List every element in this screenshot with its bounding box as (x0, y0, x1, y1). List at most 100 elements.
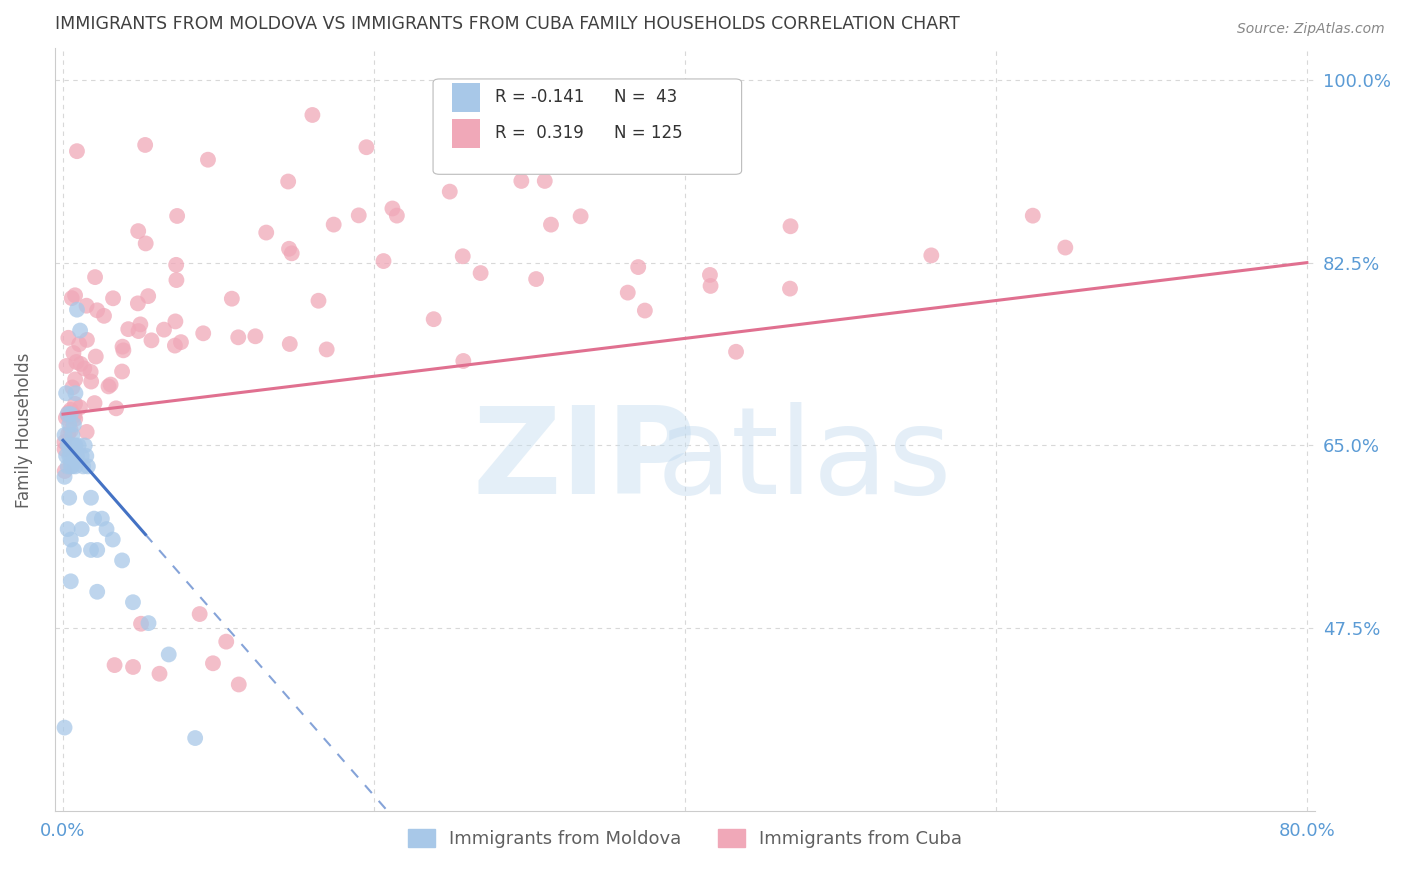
Point (453, 354, 475, 368)
Point (451, 249, 474, 263)
Point (80, 375, 103, 389)
Point (165, 273, 187, 287)
Point (56, 409, 79, 423)
Point (60, 428, 83, 442)
Point (59, 449, 82, 463)
Point (245, 329, 267, 343)
Point (165, 258, 187, 272)
Point (373, 254, 395, 268)
Point (86, 303, 108, 318)
Point (55, 386, 77, 401)
Point (308, 293, 330, 308)
Point (65, 355, 87, 369)
Point (422, 312, 444, 326)
Point (103, 658, 125, 673)
Point (228, 677, 250, 691)
Point (53, 470, 76, 484)
Point (111, 340, 134, 354)
Text: N = 125: N = 125 (614, 124, 683, 142)
Point (59, 533, 82, 547)
Point (136, 289, 159, 303)
Point (554, 129, 576, 144)
Point (59, 574, 82, 589)
Point (53, 435, 76, 450)
Point (101, 291, 124, 305)
Point (65, 438, 87, 452)
Point (540, 218, 562, 232)
Point (301, 108, 323, 122)
Text: atlas: atlas (657, 401, 952, 519)
Point (97, 379, 120, 393)
Point (627, 260, 650, 274)
Point (73, 361, 96, 376)
Point (153, 323, 176, 337)
Point (59, 424, 82, 438)
Point (58, 406, 80, 420)
Point (101, 533, 124, 547)
Point (53, 464, 76, 478)
Point (127, 224, 149, 238)
Point (221, 292, 243, 306)
Point (105, 401, 128, 416)
Text: ZIP: ZIP (472, 401, 696, 519)
Point (75, 449, 97, 463)
Point (83, 396, 105, 410)
Point (67, 438, 90, 452)
Point (616, 285, 638, 300)
Bar (451, 119, 479, 147)
Point (69, 324, 91, 338)
Point (122, 595, 145, 609)
Point (148, 666, 170, 681)
Point (134, 138, 156, 153)
Point (1054, 241, 1077, 255)
Point (141, 334, 163, 348)
Point (56, 427, 79, 442)
Point (86, 584, 108, 599)
Point (96, 522, 118, 536)
Point (58, 491, 80, 505)
Point (69, 401, 91, 415)
Point (63, 411, 86, 425)
Point (254, 226, 277, 240)
Point (60, 438, 83, 452)
Point (63, 397, 86, 411)
Point (80, 543, 103, 558)
Point (356, 140, 378, 154)
Point (278, 337, 301, 351)
Point (70, 449, 93, 463)
Point (59, 438, 82, 452)
Point (135, 236, 157, 251)
Point (67, 337, 90, 351)
Point (385, 209, 408, 223)
Point (63, 438, 86, 452)
Point (86, 543, 108, 558)
Point (122, 660, 145, 674)
Point (1022, 209, 1045, 223)
Point (63, 372, 86, 386)
Point (170, 335, 193, 350)
Point (59, 459, 82, 474)
Y-axis label: Family Households: Family Households (15, 352, 32, 508)
Point (920, 248, 942, 262)
Point (63, 449, 86, 463)
Point (58, 331, 80, 345)
Point (127, 296, 149, 310)
Point (725, 344, 748, 359)
Point (63, 543, 86, 558)
Point (138, 616, 160, 631)
Point (55, 359, 77, 373)
Point (277, 175, 299, 189)
Legend: Immigrants from Moldova, Immigrants from Cuba: Immigrants from Moldova, Immigrants from… (401, 822, 969, 855)
Point (157, 648, 180, 662)
Point (470, 266, 492, 280)
Point (58, 449, 80, 463)
Point (188, 607, 211, 621)
Point (70, 522, 93, 536)
Point (58, 417, 80, 432)
Point (280, 246, 302, 260)
Point (56, 459, 79, 474)
Point (63, 417, 86, 432)
Point (163, 338, 186, 352)
Point (65, 386, 87, 401)
Point (80, 491, 103, 505)
